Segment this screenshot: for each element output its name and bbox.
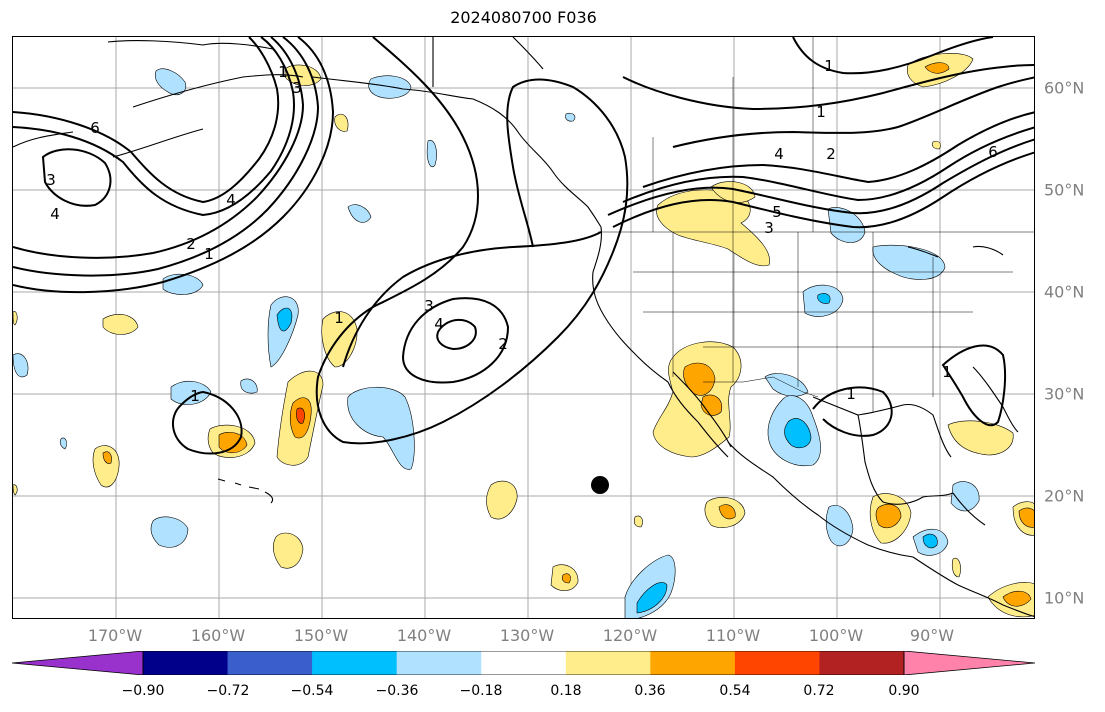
colorbar-tick-label: 0.36 <box>634 683 666 699</box>
lon-label: 170°W <box>87 626 143 645</box>
map-panel: 1 1 1 1 1 1 1 1 2 2 2 3 3 3 3 4 4 4 4 5 … <box>12 36 1035 619</box>
colorbar-tick-label: −0.90 <box>121 683 165 699</box>
map-title: 2024080700 F036 <box>450 8 597 27</box>
lon-label: 90°W <box>909 626 955 645</box>
contour-label: 2 <box>498 335 508 353</box>
colorbar-segment <box>312 651 398 675</box>
contour-label: 1 <box>846 385 856 403</box>
colorbar-tick-label: −0.54 <box>290 683 334 699</box>
contour-label: 3 <box>292 79 302 97</box>
colorbar-segment <box>481 651 567 675</box>
lon-label: 130°W <box>499 626 555 645</box>
lon-label: 110°W <box>705 626 761 645</box>
contour-label: 4 <box>226 191 236 209</box>
lon-label: 160°W <box>190 626 246 645</box>
lat-label: 40°N <box>1044 282 1085 302</box>
coastlines <box>13 37 1034 618</box>
contour-label: 3 <box>46 171 56 189</box>
colorbar-extend-max <box>904 651 1035 675</box>
negative-anomaly-shading <box>13 68 980 618</box>
lat-label: 60°N <box>1044 78 1085 98</box>
lat-label: 10°N <box>1044 588 1085 608</box>
contour-label: 1 <box>278 63 288 81</box>
contour-label: 4 <box>50 205 60 223</box>
contour-lines <box>13 37 1034 455</box>
lat-label: 20°N <box>1044 486 1085 506</box>
lon-label: 150°W <box>293 626 349 645</box>
colorbar-extend-min <box>12 651 143 675</box>
contour-label: 1 <box>334 309 344 327</box>
colorbar-segment <box>143 651 229 675</box>
colorbar-segment <box>396 651 482 675</box>
lon-label: 140°W <box>396 626 452 645</box>
colorbar-segment <box>227 651 313 675</box>
contour-label: 1 <box>942 363 952 381</box>
contour-label: 2 <box>186 235 196 253</box>
contour-label: 4 <box>774 145 784 163</box>
contour-label: 5 <box>772 203 782 221</box>
contour-label: 3 <box>424 297 434 315</box>
lon-label: 120°W <box>602 626 658 645</box>
colorbar-tick-label: 0.18 <box>550 683 582 699</box>
colorbar-tick-label: 0.72 <box>803 683 835 699</box>
colorbar-tick-label: −0.72 <box>206 683 250 699</box>
colorbar-segments <box>12 651 1035 675</box>
contour-label: 1 <box>824 57 834 75</box>
colorbar-tick-label: −0.18 <box>459 683 503 699</box>
map-canvas: 1 1 1 1 1 1 1 1 2 2 2 3 3 3 3 4 4 4 4 5 … <box>13 37 1034 618</box>
contour-label-group: 1 1 1 1 1 1 1 1 2 2 2 3 3 3 3 4 4 4 4 5 … <box>46 57 998 405</box>
contour-label: 4 <box>434 315 444 333</box>
political-borders <box>598 37 1034 412</box>
contour-label: 1 <box>816 103 826 121</box>
colorbar-segment <box>565 651 651 675</box>
contour-label: 6 <box>90 119 100 137</box>
colorbar <box>12 651 1035 675</box>
contour-label: 3 <box>764 219 774 237</box>
colorbar-segment <box>734 651 820 675</box>
colorbar-segment <box>650 651 736 675</box>
contour-label: 1 <box>204 245 214 263</box>
contour-label: 2 <box>826 145 836 163</box>
lat-label: 50°N <box>1044 180 1085 200</box>
contour-label: 6 <box>988 143 998 161</box>
colorbar-tick-label: −0.36 <box>375 683 419 699</box>
colorbar-segment <box>819 651 905 675</box>
location-marker <box>591 476 609 494</box>
lon-label: 100°W <box>808 626 864 645</box>
lat-label: 30°N <box>1044 384 1085 404</box>
positive-anomaly-shading <box>13 53 1034 618</box>
colorbar-tick-label: 0.90 <box>888 683 920 699</box>
colorbar-outline <box>142 651 905 675</box>
contour-label: 1 <box>190 387 200 405</box>
colorbar-tick-label: 0.54 <box>719 683 751 699</box>
